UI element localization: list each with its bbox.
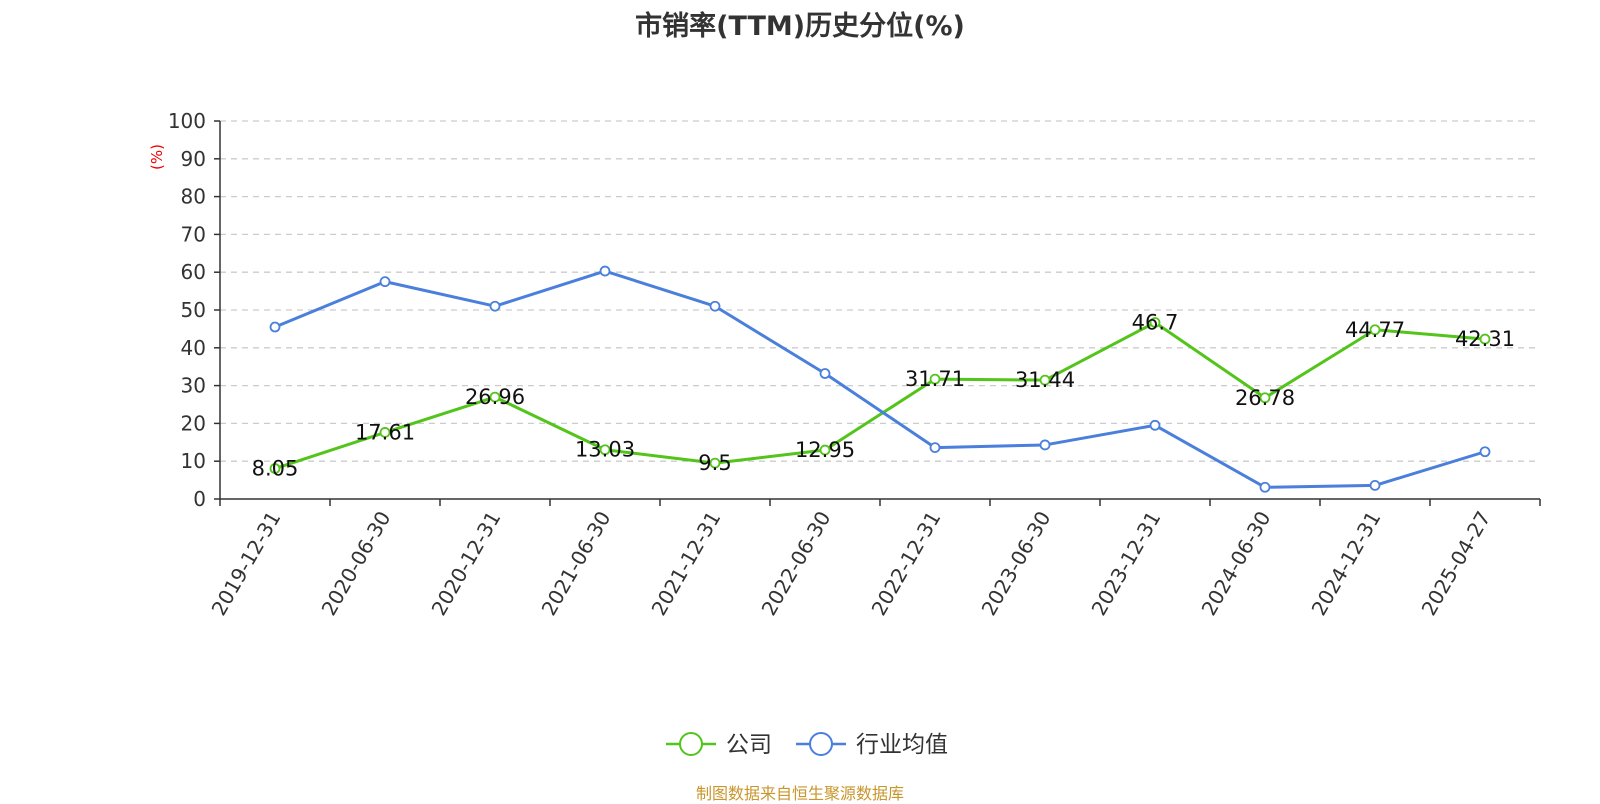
x-tick-label: 2022-06-30 bbox=[756, 507, 835, 620]
series-lines bbox=[269, 265, 1491, 493]
data-point bbox=[269, 463, 281, 474]
data-label: 31.71 bbox=[905, 367, 965, 391]
x-tick-label: 2022-12-31 bbox=[866, 507, 945, 620]
data-label: 26.78 bbox=[1235, 386, 1295, 410]
data-point bbox=[929, 442, 941, 453]
data-point bbox=[379, 427, 391, 438]
legend-marker[interactable] bbox=[679, 732, 703, 756]
legend-label[interactable]: 公司 bbox=[726, 732, 772, 758]
y-tick-label: 70 bbox=[181, 222, 206, 246]
source-note: 制图数据来自恒生聚源数据库 bbox=[695, 784, 904, 803]
y-axis-label: (%) bbox=[148, 144, 166, 170]
data-label: 26.96 bbox=[465, 385, 525, 409]
x-tick-label: 2024-06-30 bbox=[1196, 507, 1275, 620]
data-label: 8.05 bbox=[252, 457, 299, 481]
series-line bbox=[274, 320, 1486, 470]
legend: 公司 行业均值 bbox=[666, 732, 948, 758]
y-tick-label: 10 bbox=[181, 449, 206, 473]
data-point bbox=[1369, 479, 1381, 491]
x-tick-label: 2021-12-31 bbox=[646, 507, 725, 620]
x-tick-label: 2024-12-31 bbox=[1306, 507, 1385, 620]
x-tick-label: 2019-12-31 bbox=[206, 507, 285, 620]
y-tick-label: 50 bbox=[181, 298, 206, 322]
y-tick-label: 80 bbox=[181, 185, 206, 209]
x-tick-label: 2025-04-27 bbox=[1416, 507, 1495, 620]
data-point bbox=[379, 276, 391, 288]
y-tick-label: 40 bbox=[181, 336, 206, 360]
data-label: 17.61 bbox=[355, 420, 415, 444]
y-tick-label: 30 bbox=[181, 374, 206, 398]
data-point bbox=[1039, 439, 1051, 451]
data-label: 9.5 bbox=[698, 451, 731, 475]
data-point bbox=[1369, 324, 1381, 336]
y-tick-label: 20 bbox=[181, 411, 206, 435]
data-label: 31.44 bbox=[1015, 368, 1075, 392]
x-tick-label: 2020-06-30 bbox=[316, 507, 395, 620]
chart-title: 市销率(TTM)历史分位(%) bbox=[635, 11, 965, 42]
data-point bbox=[599, 265, 611, 277]
data-label: 46.7 bbox=[1132, 310, 1179, 334]
series-line bbox=[274, 269, 1486, 489]
data-point bbox=[489, 300, 501, 312]
data-point bbox=[269, 321, 281, 333]
legend-marker[interactable] bbox=[809, 732, 833, 756]
y-tick-label: 100 bbox=[168, 109, 206, 133]
data-point bbox=[1149, 317, 1161, 328]
data-label: 42.31 bbox=[1455, 327, 1515, 351]
data-point bbox=[819, 444, 831, 456]
y-tick-label: 0 bbox=[193, 487, 206, 511]
data-point bbox=[929, 373, 941, 385]
data-label: 13.03 bbox=[575, 438, 635, 462]
x-tick-label: 2023-12-31 bbox=[1086, 507, 1165, 620]
data-point bbox=[1149, 419, 1161, 431]
data-point bbox=[1259, 481, 1271, 493]
data-point bbox=[599, 444, 611, 456]
data-point bbox=[819, 368, 831, 379]
grid-lines bbox=[220, 120, 1540, 462]
x-tick-label: 2020-12-31 bbox=[426, 507, 505, 620]
data-point bbox=[709, 457, 721, 469]
legend-label[interactable]: 行业均值 bbox=[856, 732, 948, 758]
data-label: 12.95 bbox=[795, 438, 855, 462]
data-point bbox=[709, 300, 721, 312]
x-tick-label: 2023-06-30 bbox=[976, 507, 1055, 620]
axes: 0 10 20 30 40 50 60 70 80 90 100(%) 2019-12-31 2020-… bbox=[148, 109, 1541, 620]
data-point bbox=[1039, 374, 1051, 386]
data-point bbox=[1479, 333, 1491, 345]
data-label: 44.77 bbox=[1345, 318, 1405, 342]
y-tick-label: 60 bbox=[181, 260, 206, 284]
data-point bbox=[1479, 446, 1491, 458]
data-point bbox=[1259, 392, 1271, 404]
x-tick-label: 2021-06-30 bbox=[536, 507, 615, 620]
y-tick-label: 90 bbox=[181, 147, 206, 171]
data-point bbox=[489, 391, 501, 403]
data-labels: 8.05 17.61 26.96 13.03 9.5 12.95 31.71 31.44 46.… bbox=[252, 310, 1515, 480]
